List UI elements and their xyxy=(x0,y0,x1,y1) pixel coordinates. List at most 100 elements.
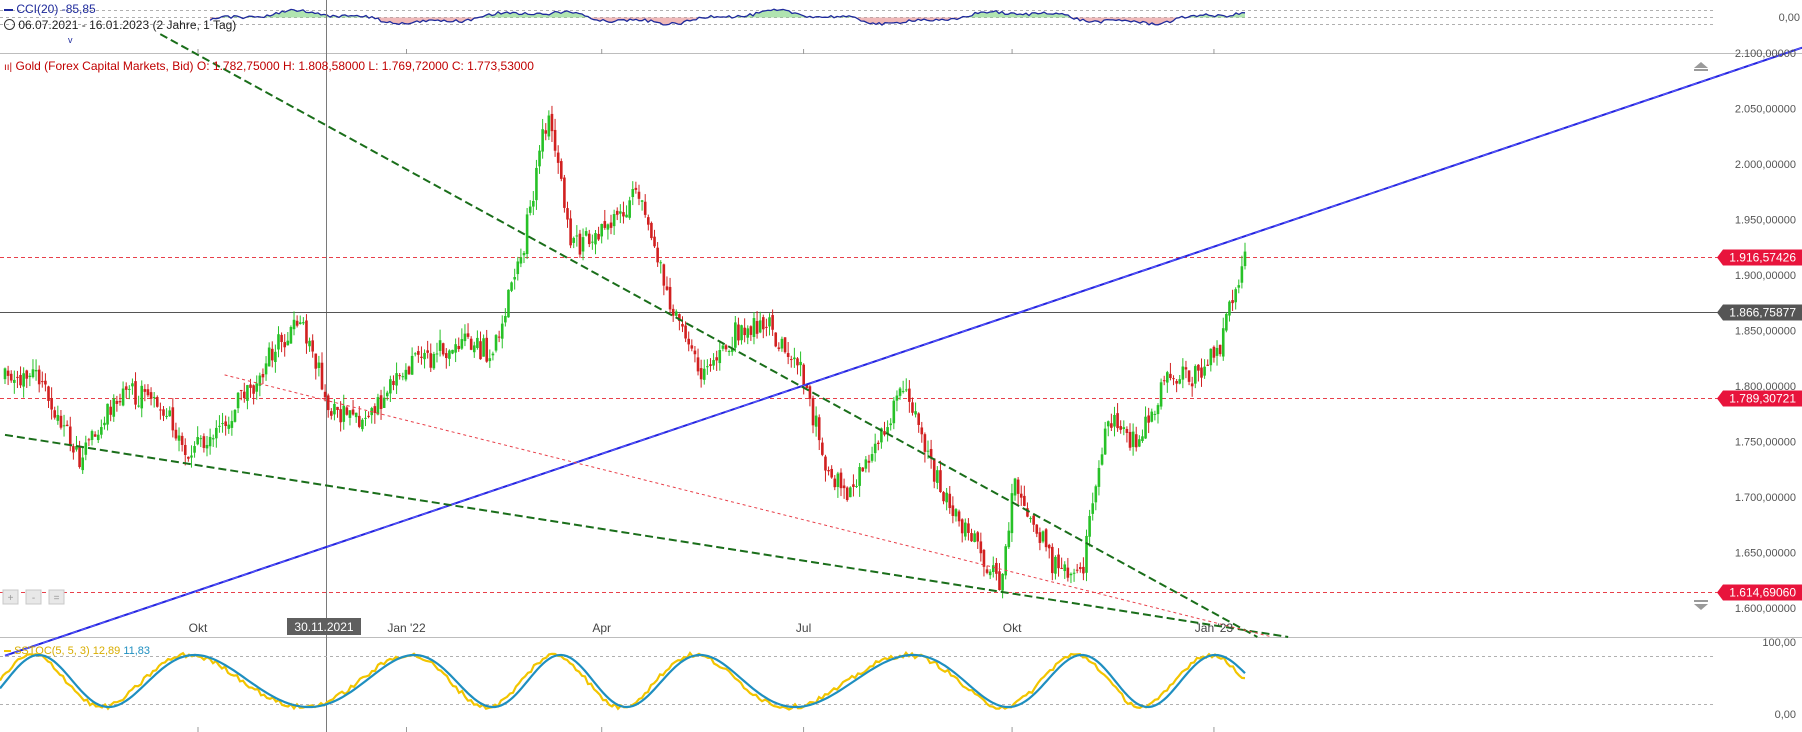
candle-body xyxy=(1225,313,1228,331)
remove-panel-icon[interactable] xyxy=(48,589,65,605)
price-axis-tick: 1.600,00000 xyxy=(1735,603,1796,615)
candle-body xyxy=(165,415,168,417)
scroll-up-icon[interactable] xyxy=(1694,62,1708,71)
candle-body xyxy=(752,318,756,338)
candle-body xyxy=(510,282,513,291)
candle-body xyxy=(699,368,703,380)
candle-body xyxy=(180,435,184,445)
candle-type-icon: ıı| xyxy=(4,62,13,73)
candle-body xyxy=(236,392,240,409)
candle-body xyxy=(463,333,467,342)
stoch-k-value: 12,89 xyxy=(92,645,121,657)
candle-body xyxy=(333,403,336,415)
ohlc-open: O: 1.782,75000 xyxy=(196,59,280,73)
candle-body xyxy=(1032,515,1035,525)
candle-body xyxy=(1075,569,1079,571)
candle-body xyxy=(1041,531,1045,542)
candle-body xyxy=(712,360,715,366)
candle-body xyxy=(37,369,41,385)
candle-body xyxy=(205,444,209,449)
candle-body xyxy=(485,337,489,362)
candle-body xyxy=(746,328,750,338)
candle-body xyxy=(923,434,927,452)
candle-body xyxy=(1234,289,1237,303)
candle-body xyxy=(727,351,731,353)
price-axis-tick: 1.850,00000 xyxy=(1735,326,1796,338)
candle-body xyxy=(162,409,165,416)
candle-body xyxy=(995,562,998,574)
candle-body xyxy=(1128,431,1132,448)
candle-body xyxy=(115,400,119,404)
candle-body xyxy=(942,492,945,502)
candle-body xyxy=(945,492,948,503)
level-tag-bg xyxy=(1717,390,1802,407)
candle-body xyxy=(659,262,663,264)
cci-panel xyxy=(0,8,1716,26)
candle-body xyxy=(849,487,852,498)
candle-body xyxy=(1066,567,1070,578)
candle-body xyxy=(734,322,737,348)
candle-body xyxy=(90,431,94,441)
candle-body xyxy=(783,337,787,353)
candle-body xyxy=(81,457,84,471)
candle-body xyxy=(948,493,952,509)
cci-axis-label: 0,00 xyxy=(1779,12,1800,24)
candle-body xyxy=(827,470,830,472)
candle-body xyxy=(1085,535,1088,573)
candle-body xyxy=(985,569,989,573)
candle-body xyxy=(1150,411,1154,422)
collapse-panel-icon[interactable] xyxy=(25,589,42,605)
candle-body xyxy=(796,358,799,366)
candle-body xyxy=(44,380,47,385)
candle-body xyxy=(47,386,50,401)
candle-body xyxy=(982,550,986,567)
candle-body xyxy=(277,334,280,350)
candle-body xyxy=(286,340,290,346)
candle-body xyxy=(16,376,19,378)
candle-body xyxy=(168,410,172,417)
candle-body xyxy=(13,379,16,383)
candle-body xyxy=(603,221,607,228)
candle-body xyxy=(1051,546,1054,574)
candle-body xyxy=(171,407,175,431)
candle-body xyxy=(124,386,128,390)
candle-body xyxy=(709,364,712,366)
green-trend-line[interactable] xyxy=(4,433,1289,638)
candle-body xyxy=(917,413,920,425)
period-range: 06.07.2021 - 16.01.2023 xyxy=(18,18,150,32)
candle-body xyxy=(1169,373,1172,379)
candle-body xyxy=(239,389,243,391)
candle-body xyxy=(423,352,426,360)
candle-body xyxy=(361,419,364,430)
candle-body xyxy=(354,412,358,418)
candle-body xyxy=(364,417,367,419)
candle-body xyxy=(904,389,908,391)
candle-body xyxy=(606,224,610,230)
candle-body xyxy=(264,363,268,375)
candle-body xyxy=(718,350,722,364)
stoch-axis-bottom: 0,00 xyxy=(1775,709,1796,721)
green-trend-line[interactable] xyxy=(159,33,1258,638)
crosshair-date-bg xyxy=(287,618,361,635)
candle-body xyxy=(749,326,753,335)
add-panel-icon[interactable] xyxy=(2,589,19,605)
red-trend-line[interactable] xyxy=(224,374,1273,638)
candle-body xyxy=(817,417,821,441)
candle-body xyxy=(619,211,622,214)
candle-body xyxy=(612,214,616,227)
candle-body xyxy=(528,206,532,213)
candle-body xyxy=(134,381,137,405)
candle-body xyxy=(31,369,35,378)
candle-body xyxy=(1243,251,1247,267)
candle-body xyxy=(584,231,588,236)
candle-body xyxy=(805,383,809,388)
collapse-arrow-icon[interactable]: v xyxy=(68,35,73,45)
candle-body xyxy=(525,214,529,255)
candle-body xyxy=(920,427,924,435)
scroll-down-icon[interactable] xyxy=(1694,600,1708,610)
candle-body xyxy=(1007,530,1011,548)
candle-body xyxy=(482,338,485,357)
candle-body xyxy=(591,241,594,243)
candle-body xyxy=(516,261,520,275)
